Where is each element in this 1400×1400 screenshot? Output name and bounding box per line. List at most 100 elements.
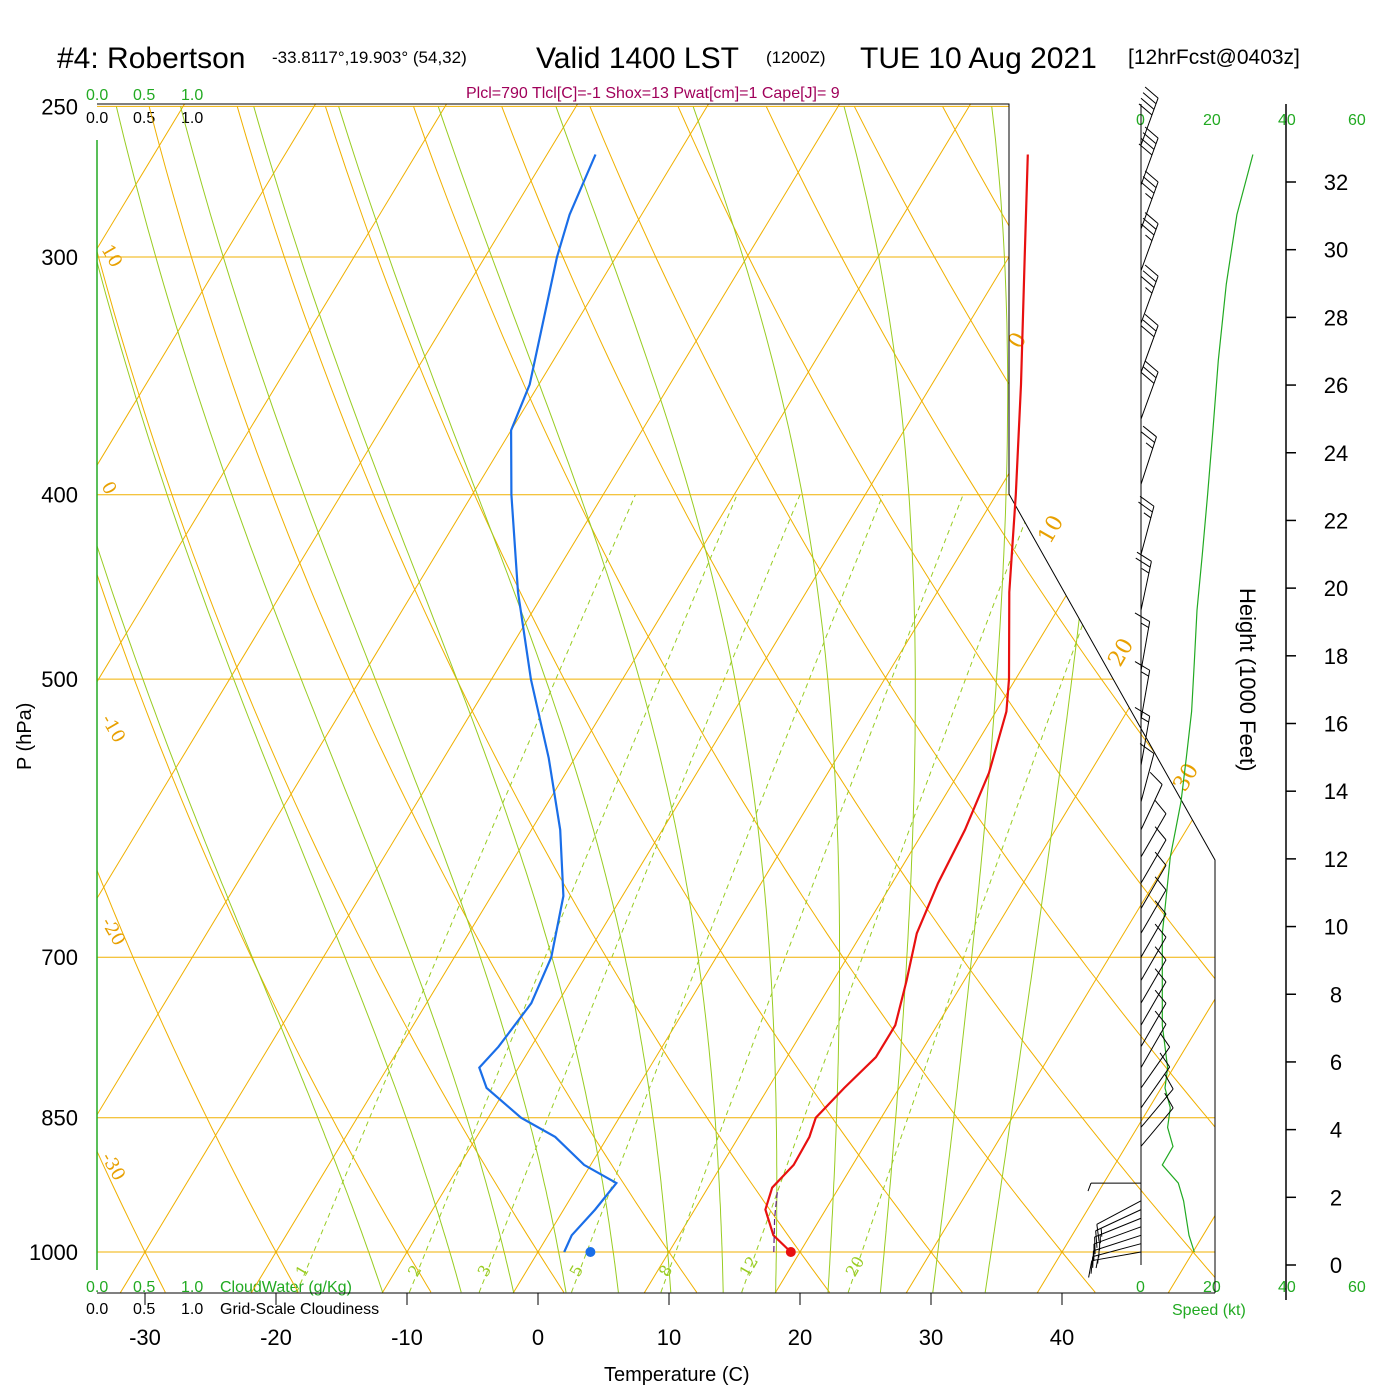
dry-adiabat-30	[324, 106, 963, 1293]
isotherm--40	[97, 104, 709, 1293]
isotherm--30	[119, 104, 840, 1293]
mixing-ratio-label-8: 8	[655, 1262, 677, 1280]
wind-barb	[1140, 1052, 1171, 1109]
surface-dewpoint-marker	[585, 1247, 596, 1257]
title-station: #4: Robertson	[57, 42, 245, 75]
isotherm--20	[250, 104, 971, 1293]
wind-barb	[1134, 612, 1151, 671]
x-tick--20: -20	[260, 1325, 292, 1350]
dry-adiabat-0	[97, 106, 565, 1293]
speed-bottom-0: 0	[1136, 1279, 1145, 1296]
wind-barb	[1093, 1226, 1142, 1262]
isotherm-right-label-10: 10	[1034, 511, 1070, 548]
dry-adiabat--10	[97, 106, 432, 1293]
surface-temperature-marker	[785, 1247, 796, 1257]
speed-top-40: 40	[1278, 112, 1296, 129]
height-tick-24: 24	[1324, 441, 1348, 466]
cloud-top-black-2: 1.0	[181, 110, 203, 127]
indices-line: Plcl=790 Tlcl[C]=-1 Shox=13 Pwat[cm]=1 C…	[466, 85, 840, 102]
plot-area	[0, 104, 1400, 1293]
y-tick-300: 300	[41, 245, 78, 270]
wind-barb	[1139, 743, 1155, 802]
moist-adiabat-28	[843, 106, 916, 1293]
dry-adiabat--40	[0, 106, 33, 1292]
height-tick-2: 2	[1330, 1185, 1342, 1210]
isotherm-30	[905, 104, 1215, 1293]
dry-adiabat-150	[1383, 106, 1400, 1292]
moist-adiabat-16	[437, 106, 724, 1293]
plot-boundary	[97, 103, 1216, 1293]
moist-adiabat-20	[555, 106, 778, 1293]
isotherm-left-label--20: -20	[97, 914, 130, 950]
dry-adiabat-70	[677, 106, 1215, 1293]
mixing-ratio-label-3: 3	[473, 1262, 495, 1280]
dry-adiabat-50	[501, 106, 1215, 1293]
cloud-top-green-0: 0.0	[86, 87, 108, 104]
mixing-ratio-8	[660, 494, 964, 1293]
y-tick-500: 500	[41, 667, 78, 692]
height-tick-26: 26	[1324, 373, 1348, 398]
dry-adiabat-80	[765, 106, 1215, 1293]
wind-barb	[1134, 661, 1151, 720]
wind-barb	[1140, 212, 1159, 271]
isotherm-40	[1036, 104, 1215, 1293]
isotherm-20	[774, 104, 1215, 1293]
x-tick-40: 40	[1050, 1325, 1074, 1350]
cloud-top-green-2: 1.0	[181, 87, 203, 104]
wind-barb	[1140, 1010, 1167, 1068]
x-tick-10: 10	[657, 1325, 681, 1350]
x-tick--30: -30	[129, 1325, 161, 1350]
dry-adiabat-20	[236, 106, 830, 1293]
dry-adiabat--20	[97, 106, 299, 1293]
y-axis-title: P (hPa)	[14, 703, 36, 770]
height-tick-6: 6	[1330, 1050, 1342, 1075]
isotherm--70	[97, 104, 316, 1293]
cloud-bottom-green-2: 1.0	[181, 1279, 203, 1296]
x-tick--10: -10	[391, 1325, 423, 1350]
cloud-bottom-black-1: 0.5	[133, 1301, 155, 1318]
speed-axis-label: Speed (kt)	[1172, 1302, 1246, 1319]
isotherm-left-label--10: -10	[97, 711, 130, 747]
isotherm--80	[97, 104, 185, 1293]
speed-bottom-20: 20	[1203, 1279, 1221, 1296]
height-tick-28: 28	[1324, 305, 1348, 330]
x-tick-30: 30	[919, 1325, 943, 1350]
isotherm-left-label-0: 0	[97, 478, 121, 498]
mixing-ratio-3	[478, 494, 801, 1293]
parcel-path	[773, 1191, 778, 1253]
y-tick-400: 400	[41, 483, 78, 508]
height-tick-4: 4	[1330, 1118, 1342, 1143]
isotherm-50	[1167, 104, 1215, 1293]
title-forecast: [12hrFcst@0403z]	[1128, 46, 1300, 69]
isotherm-10	[643, 104, 1215, 1293]
y-tick-850: 850	[41, 1106, 78, 1131]
speed-top-60: 60	[1348, 112, 1366, 129]
mixing-ratio-12	[741, 494, 1036, 1293]
isotherm-right-label-20: 20	[1104, 634, 1140, 671]
wind-barb	[1140, 314, 1159, 373]
y-tick-700: 700	[41, 945, 78, 970]
wind-barb	[1140, 989, 1167, 1047]
wind-barb	[1140, 851, 1167, 909]
wind-barb	[1096, 1200, 1142, 1242]
mixing-ratio-20	[847, 494, 1131, 1293]
cloudiness-label: Grid-Scale Cloudiness	[220, 1301, 379, 1318]
wind-barb	[1140, 946, 1167, 1004]
dry-adiabat-60	[589, 106, 1215, 1293]
x-axis-title: Temperature (C)	[604, 1364, 750, 1386]
isotherm--10	[381, 104, 1102, 1293]
cloud-bottom-black-0: 0.0	[86, 1301, 108, 1318]
isotherm-right-label-30: 30	[1169, 759, 1205, 796]
wind-barb	[1090, 1243, 1142, 1274]
moist-adiabat--4	[97, 106, 462, 1293]
wind-barb	[1140, 425, 1157, 485]
wind-barb	[1087, 1182, 1141, 1192]
mixing-ratio-1	[296, 494, 636, 1293]
moist-adiabat-0	[115, 106, 515, 1293]
wind-barb	[1140, 800, 1167, 858]
wind-barb	[1095, 1209, 1142, 1248]
cloud-bottom-green-0: 0.0	[86, 1279, 108, 1296]
height-tick-14: 14	[1324, 779, 1348, 804]
y-tick-1000: 1000	[29, 1240, 78, 1265]
cloud-top-black-1: 0.5	[133, 110, 155, 127]
